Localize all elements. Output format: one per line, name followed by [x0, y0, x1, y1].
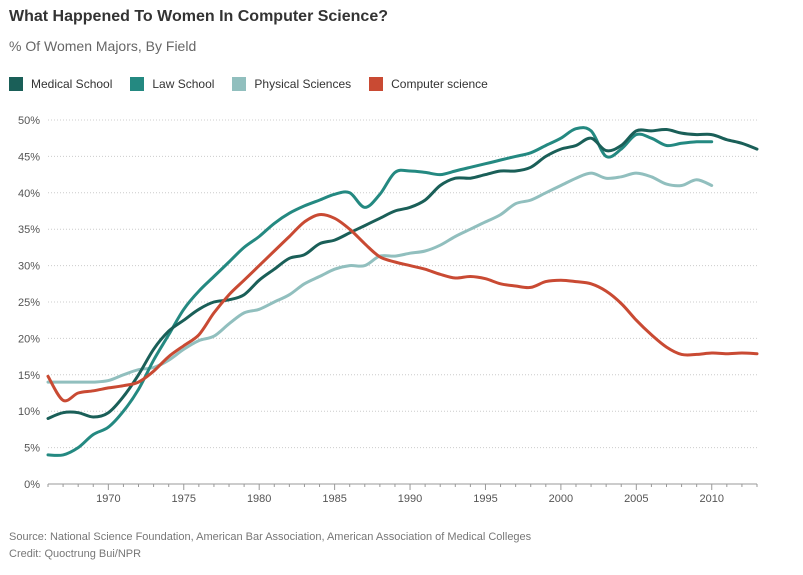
chart-subtitle: % Of Women Majors, By Field	[9, 38, 197, 54]
x-tick-label: 1995	[473, 493, 497, 505]
legend-item-medical-school[interactable]: Medical School	[9, 77, 112, 91]
legend-swatch-computer-science	[369, 77, 384, 91]
y-tick-label: 50%	[18, 115, 40, 127]
y-tick-label: 20%	[18, 333, 40, 345]
legend-item-law-school[interactable]: Law School	[130, 77, 214, 91]
legend-swatch-medical-school	[9, 77, 23, 91]
series-line-medical-school[interactable]	[46, 127, 759, 420]
x-tick-label: 1970	[96, 493, 120, 505]
legend-label-medical-school: Medical School	[31, 77, 113, 91]
series-line-law-school[interactable]	[46, 126, 714, 457]
legend-swatch-physical-sciences	[232, 77, 247, 91]
y-tick-label: 30%	[18, 261, 40, 273]
legend-item-computer-science[interactable]: Computer science	[369, 77, 488, 91]
series-lines	[46, 126, 759, 457]
legend: Medical School Law School Physical Scien…	[9, 76, 506, 92]
y-tick-label: 0%	[24, 479, 40, 491]
y-tick-label: 5%	[24, 443, 40, 455]
y-tick-label: 35%	[18, 224, 40, 236]
series-line-computer-science[interactable]	[46, 212, 759, 403]
y-tick-label: 15%	[18, 370, 40, 382]
x-tick-label: 2000	[549, 493, 573, 505]
x-tick-label: 1985	[322, 493, 346, 505]
legend-label-physical-sciences: Physical Sciences	[254, 77, 352, 91]
legend-swatch-law-school	[130, 77, 145, 91]
legend-label-law-school: Law School	[152, 77, 215, 91]
y-tick-label: 40%	[18, 188, 40, 200]
series-line-physical-sciences[interactable]	[46, 171, 714, 384]
source-note: Source: National Science Foundation, Ame…	[9, 531, 532, 543]
axes: 0% 5% 10% 15% 20% 25% 30% 35% 40% 45% 50% 1970 1975 1…	[18, 115, 758, 505]
x-tick-label: 1975	[172, 493, 196, 505]
y-tick-label: 10%	[18, 406, 40, 418]
x-tick-label: 1980	[247, 493, 271, 505]
gridlines	[48, 119, 757, 449]
x-tick-label: 1990	[398, 493, 422, 505]
legend-item-physical-sciences[interactable]: Physical Sciences	[232, 77, 351, 91]
x-tick-label: 2010	[700, 493, 724, 505]
credit-note: Credit: Quoctrung Bui/NPR	[9, 548, 142, 560]
line-chart: 0% 5% 10% 15% 20% 25% 30% 35% 40% 45% 50% 1970 1975 1…	[18, 115, 759, 505]
chart-title: What Happened To Women In Computer Scien…	[9, 8, 388, 25]
x-tick-label: 2005	[624, 493, 648, 505]
legend-label-computer-science: Computer science	[391, 77, 488, 91]
y-tick-label: 45%	[18, 151, 40, 163]
y-tick-label: 25%	[18, 297, 40, 309]
